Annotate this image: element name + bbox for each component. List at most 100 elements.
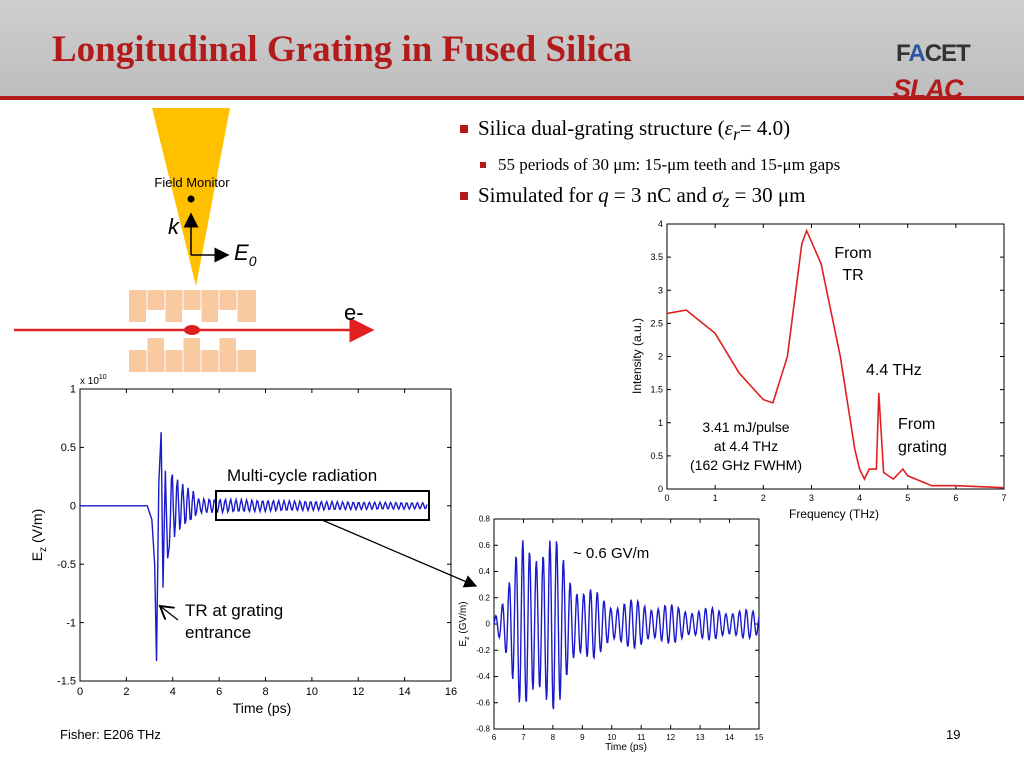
- chart-zoom-xticklabels: 6 7 8 9 10 11 12 13 14 15: [492, 733, 764, 742]
- slide-header: Longitudinal Grating in Fused Silica FAC…: [0, 0, 1024, 104]
- chart-main-xticklabel: 12: [352, 686, 364, 698]
- bullet-1-eps: ε: [724, 116, 733, 140]
- bullet-1-end: = 4.0): [739, 116, 791, 140]
- chart-zoom-yticklabel: -0.6: [476, 698, 490, 707]
- chart-main-yticklabel: -1.5: [57, 676, 76, 688]
- chart-zoom-yticklabel: 0.4: [479, 567, 491, 576]
- chart-main-trace: [80, 432, 428, 662]
- grating-diagram: Field Monitor k E0 e-: [14, 108, 375, 372]
- chart-spectrum-xticklabels: 0 1 2 3 4 5 6 7: [664, 493, 1006, 503]
- annot-tr-line1: TR at grating: [185, 601, 283, 620]
- chart-main-ylabel: Ez (V/m): [29, 509, 49, 561]
- chart-spectrum-yticklabel: 2: [658, 352, 663, 362]
- bullet-2-pre: Simulated for: [478, 183, 599, 208]
- chart-main-xticklabel: 2: [123, 686, 129, 698]
- chart-main-xticklabel: 16: [445, 686, 457, 698]
- chart-zoom-xticklabel: 13: [696, 733, 705, 742]
- header-band: [0, 0, 1024, 96]
- chart-spectrum-yticklabel: 4: [658, 219, 663, 229]
- bullet-marker-icon: [460, 125, 468, 133]
- chart-zoom-xticklabel: 14: [725, 733, 734, 742]
- chart-spectrum: 0 1 2 3 4 5 6 7 4 3.5 3 2.5 2 1.5 1 0.5 0 Frequency (TH…: [630, 219, 1007, 521]
- annot-tr-arrow: [160, 606, 179, 621]
- bullet-2-q: q: [598, 183, 609, 208]
- chart-main-xticklabel: 14: [399, 686, 411, 698]
- bullet-2: Simulated for q = 3 nC and σz = 30 μm: [458, 183, 840, 212]
- bullet-2-end: = 30 μm: [729, 183, 806, 208]
- chart-main-ticks: [79, 388, 452, 682]
- chart-spectrum-xticklabel: 3: [809, 493, 814, 503]
- chart-spectrum-frame: [666, 223, 1005, 490]
- chart-main-yticklabel: -1: [66, 617, 76, 629]
- facet-logo-a: A: [908, 40, 925, 67]
- electron-bunch: [184, 325, 200, 335]
- chart-zoom-ylabel: Ez (GV/m): [458, 601, 471, 646]
- chart-main-xticklabel: 10: [306, 686, 318, 698]
- annot-from-tr-line1: From: [834, 245, 871, 262]
- chart-main-exponent: x 1010: [80, 374, 107, 387]
- chart-spectrum-xlabel: Frequency (THz): [789, 507, 879, 521]
- facet-logo-f: F: [896, 40, 909, 67]
- chart-main-xticklabel: 8: [262, 686, 268, 698]
- grating-structure: [129, 290, 256, 372]
- chart-spectrum-xticklabel: 2: [761, 493, 766, 503]
- chart-spectrum-xticklabel: 6: [953, 493, 958, 503]
- annot-tr-line2: entrance: [185, 623, 251, 642]
- chart-spectrum-yticklabel: 3.5: [650, 252, 663, 262]
- chart-main-xticklabel: 6: [216, 686, 222, 698]
- bullet-2-sigma: σ: [712, 183, 723, 208]
- chart-spectrum-yticklabels: 4 3.5 3 2.5 2 1.5 1 0.5 0: [650, 219, 663, 494]
- field-monitor-dot: [187, 195, 195, 203]
- chart-spectrum-yticklabel: 0.5: [650, 451, 663, 461]
- chart-main: 0 2 4 6 8 10 12 14 16 1 0.5 0 -0.5 -1 -1.5 x 1010 Tim…: [29, 374, 478, 716]
- chart-main-yticklabels: 1 0.5 0 -0.5 -1 -1.5: [57, 384, 76, 688]
- bullet-1-text: Silica dual-grating structure (: [478, 116, 725, 140]
- bullet-2-sigma-sub: z: [722, 191, 730, 212]
- chart-zoom-trace: [493, 540, 760, 710]
- chart-zoom-xticklabel: 7: [521, 733, 526, 742]
- bullet-marker-icon: [460, 192, 468, 201]
- chart-main-xticklabel: 4: [170, 686, 176, 698]
- field-monitor-label: Field Monitor: [154, 175, 230, 190]
- chart-zoom-xticklabel: 12: [666, 733, 675, 742]
- bullet-marker-icon: [480, 162, 486, 169]
- chart-zoom-xticklabel: 15: [755, 733, 764, 742]
- chart-main-yticklabel: 0: [70, 500, 76, 512]
- e0-label: E0: [234, 240, 257, 269]
- chart-zoom-yticklabel: -0.4: [476, 672, 490, 681]
- chart-main-yticklabel: -0.5: [57, 559, 76, 571]
- bullet-1: Silica dual-grating structure (εr= 4.0): [458, 116, 840, 145]
- bullet-1-sub: 55 periods of 30 μm: 15-μm teeth and 15-…: [478, 155, 840, 175]
- chart-zoom-yticklabels: 0.8 0.6 0.4 0.2 0 -0.2 -0.4 -0.6 -0.8: [476, 515, 490, 734]
- chart-spectrum-xticklabel: 1: [713, 493, 718, 503]
- annot-from-tr-line2: TR: [842, 267, 863, 284]
- annot-peak: ~ 0.6 GV/m: [573, 545, 649, 562]
- chart-zoom-xlabel: Time (ps): [605, 742, 647, 753]
- annot-44thz: 4.4 THz: [866, 362, 922, 379]
- chart-zoom-yticklabel: 0.2: [479, 593, 491, 602]
- chart-spectrum-xticklabel: 5: [905, 493, 910, 503]
- chart-zoom-yticklabel: 0.6: [479, 541, 491, 550]
- footer-source: Fisher: E206 THz: [60, 727, 161, 742]
- chart-zoom-xticklabel: 11: [637, 733, 646, 742]
- slide-number: 19: [946, 727, 961, 742]
- bullet-1-sub-text: 55 periods of 30 μm: 15-μm teeth and 15-…: [498, 155, 841, 175]
- slide-title: Longitudinal Grating in Fused Silica: [52, 29, 632, 70]
- chart-zoom-xticklabel: 9: [580, 733, 585, 742]
- facet-logo-rest: CET: [924, 40, 971, 67]
- chart-spectrum-yticklabel: 3: [658, 285, 663, 295]
- annot-pulse-line2: at 4.4 THz: [714, 438, 778, 454]
- chart-zoom: 6 7 8 9 10 11 12 13 14 15 0.8 0.6 0.4 0.2 0 -0.2 -0.4 -0…: [458, 515, 764, 753]
- bullet-1-eps-sub: r: [732, 124, 740, 145]
- electron-label: e-: [344, 300, 364, 325]
- chart-spectrum-xticklabel: 7: [1001, 493, 1006, 503]
- chart-spectrum-yticklabel: 2.5: [650, 318, 663, 328]
- chart-spectrum-yticklabel: 1.5: [650, 385, 663, 395]
- chart-spectrum-ylabel: Intensity (a.u.): [630, 318, 644, 394]
- annot-multicycle: Multi-cycle radiation: [227, 466, 377, 485]
- chart-main-xlabel: Time (ps): [233, 700, 292, 716]
- chart-spectrum-yticklabel: 1: [658, 418, 663, 428]
- annot-pulse-line3: (162 GHz FWHM): [690, 457, 802, 473]
- chart-main-frame: [79, 388, 452, 682]
- annot-pulse-line1: 3.41 mJ/pulse: [702, 419, 789, 435]
